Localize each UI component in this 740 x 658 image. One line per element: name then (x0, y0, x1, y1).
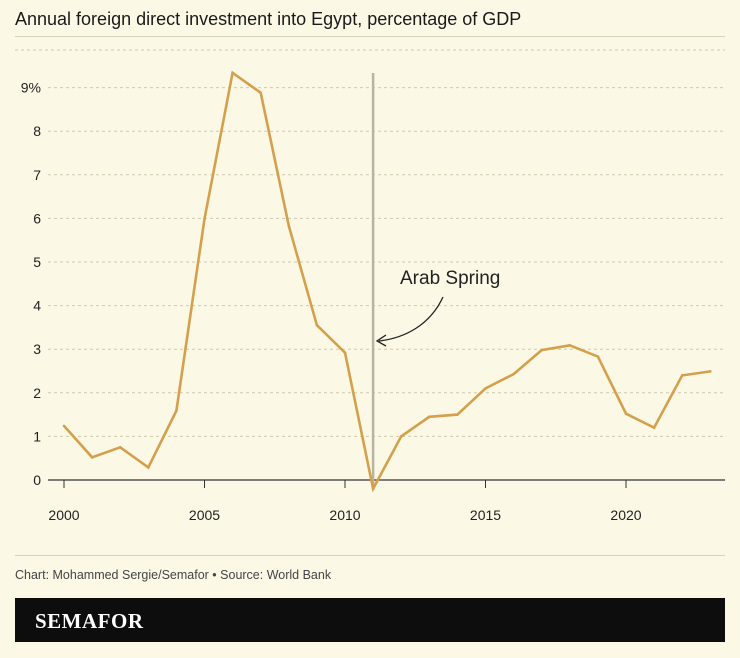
data-point (118, 446, 122, 449)
data-point (512, 372, 515, 376)
data-point (399, 435, 403, 438)
data-point (287, 224, 291, 228)
data-point (259, 91, 263, 95)
annotation-arrowhead (375, 334, 387, 347)
data-point (624, 412, 628, 416)
data-point (428, 415, 431, 419)
y-tick-label: 0 (33, 472, 41, 488)
brand-bar: SEMAFOR (15, 598, 725, 642)
series-layer (62, 70, 712, 493)
data-point (484, 387, 487, 390)
y-tick-label: 7 (33, 167, 41, 183)
annotation-arrow (378, 296, 444, 342)
y-tick-label: 3 (33, 341, 41, 357)
x-tick-label: 2005 (189, 507, 220, 523)
series-line (63, 70, 711, 493)
x-tick-label: 2015 (470, 507, 501, 523)
x-axis: 2000 2005 2010 2015 2020 (48, 480, 642, 523)
data-point (371, 487, 375, 491)
grid-lines (15, 49, 725, 481)
data-point (709, 370, 712, 373)
y-tick-label: 8 (33, 123, 41, 139)
source-credit: Chart: Mohammed Sergie/Semafor • Source:… (15, 568, 332, 582)
y-tick-label: 5 (33, 254, 41, 270)
footer-divider (15, 555, 725, 556)
annotation-label: Arab Spring (400, 268, 500, 289)
chart-title: Annual foreign direct investment into Eg… (15, 9, 522, 29)
y-tick-label: 9% (21, 80, 41, 96)
y-tick-label: 2 (33, 385, 41, 401)
data-point (652, 426, 656, 429)
x-tick-label: 2020 (610, 507, 641, 523)
y-tick-label: 4 (33, 298, 41, 314)
data-point (540, 348, 543, 352)
data-point (680, 374, 684, 377)
annotation-layer: Arab Spring (371, 73, 500, 488)
data-point (203, 217, 206, 221)
data-point (315, 323, 319, 327)
title-divider (15, 36, 725, 37)
x-tick-label: 2010 (329, 507, 360, 523)
line-chart: 0 1 2 3 4 5 6 7 8 9% 2000 2005 2010 2015 2020 Arab Sp… (15, 49, 725, 523)
data-point (596, 355, 600, 358)
data-point (62, 424, 66, 428)
y-tick-label: 1 (33, 428, 41, 444)
data-point (343, 351, 347, 354)
data-point (568, 343, 572, 347)
data-point (175, 409, 178, 412)
brand-logo: SEMAFOR (35, 609, 144, 633)
data-point (147, 466, 150, 469)
data-point (456, 413, 459, 416)
y-axis: 0 1 2 3 4 5 6 7 8 9% (21, 80, 41, 488)
data-point (231, 71, 234, 75)
y-tick-label: 6 (33, 210, 41, 226)
x-tick-label: 2000 (48, 507, 79, 523)
data-point (90, 456, 94, 459)
